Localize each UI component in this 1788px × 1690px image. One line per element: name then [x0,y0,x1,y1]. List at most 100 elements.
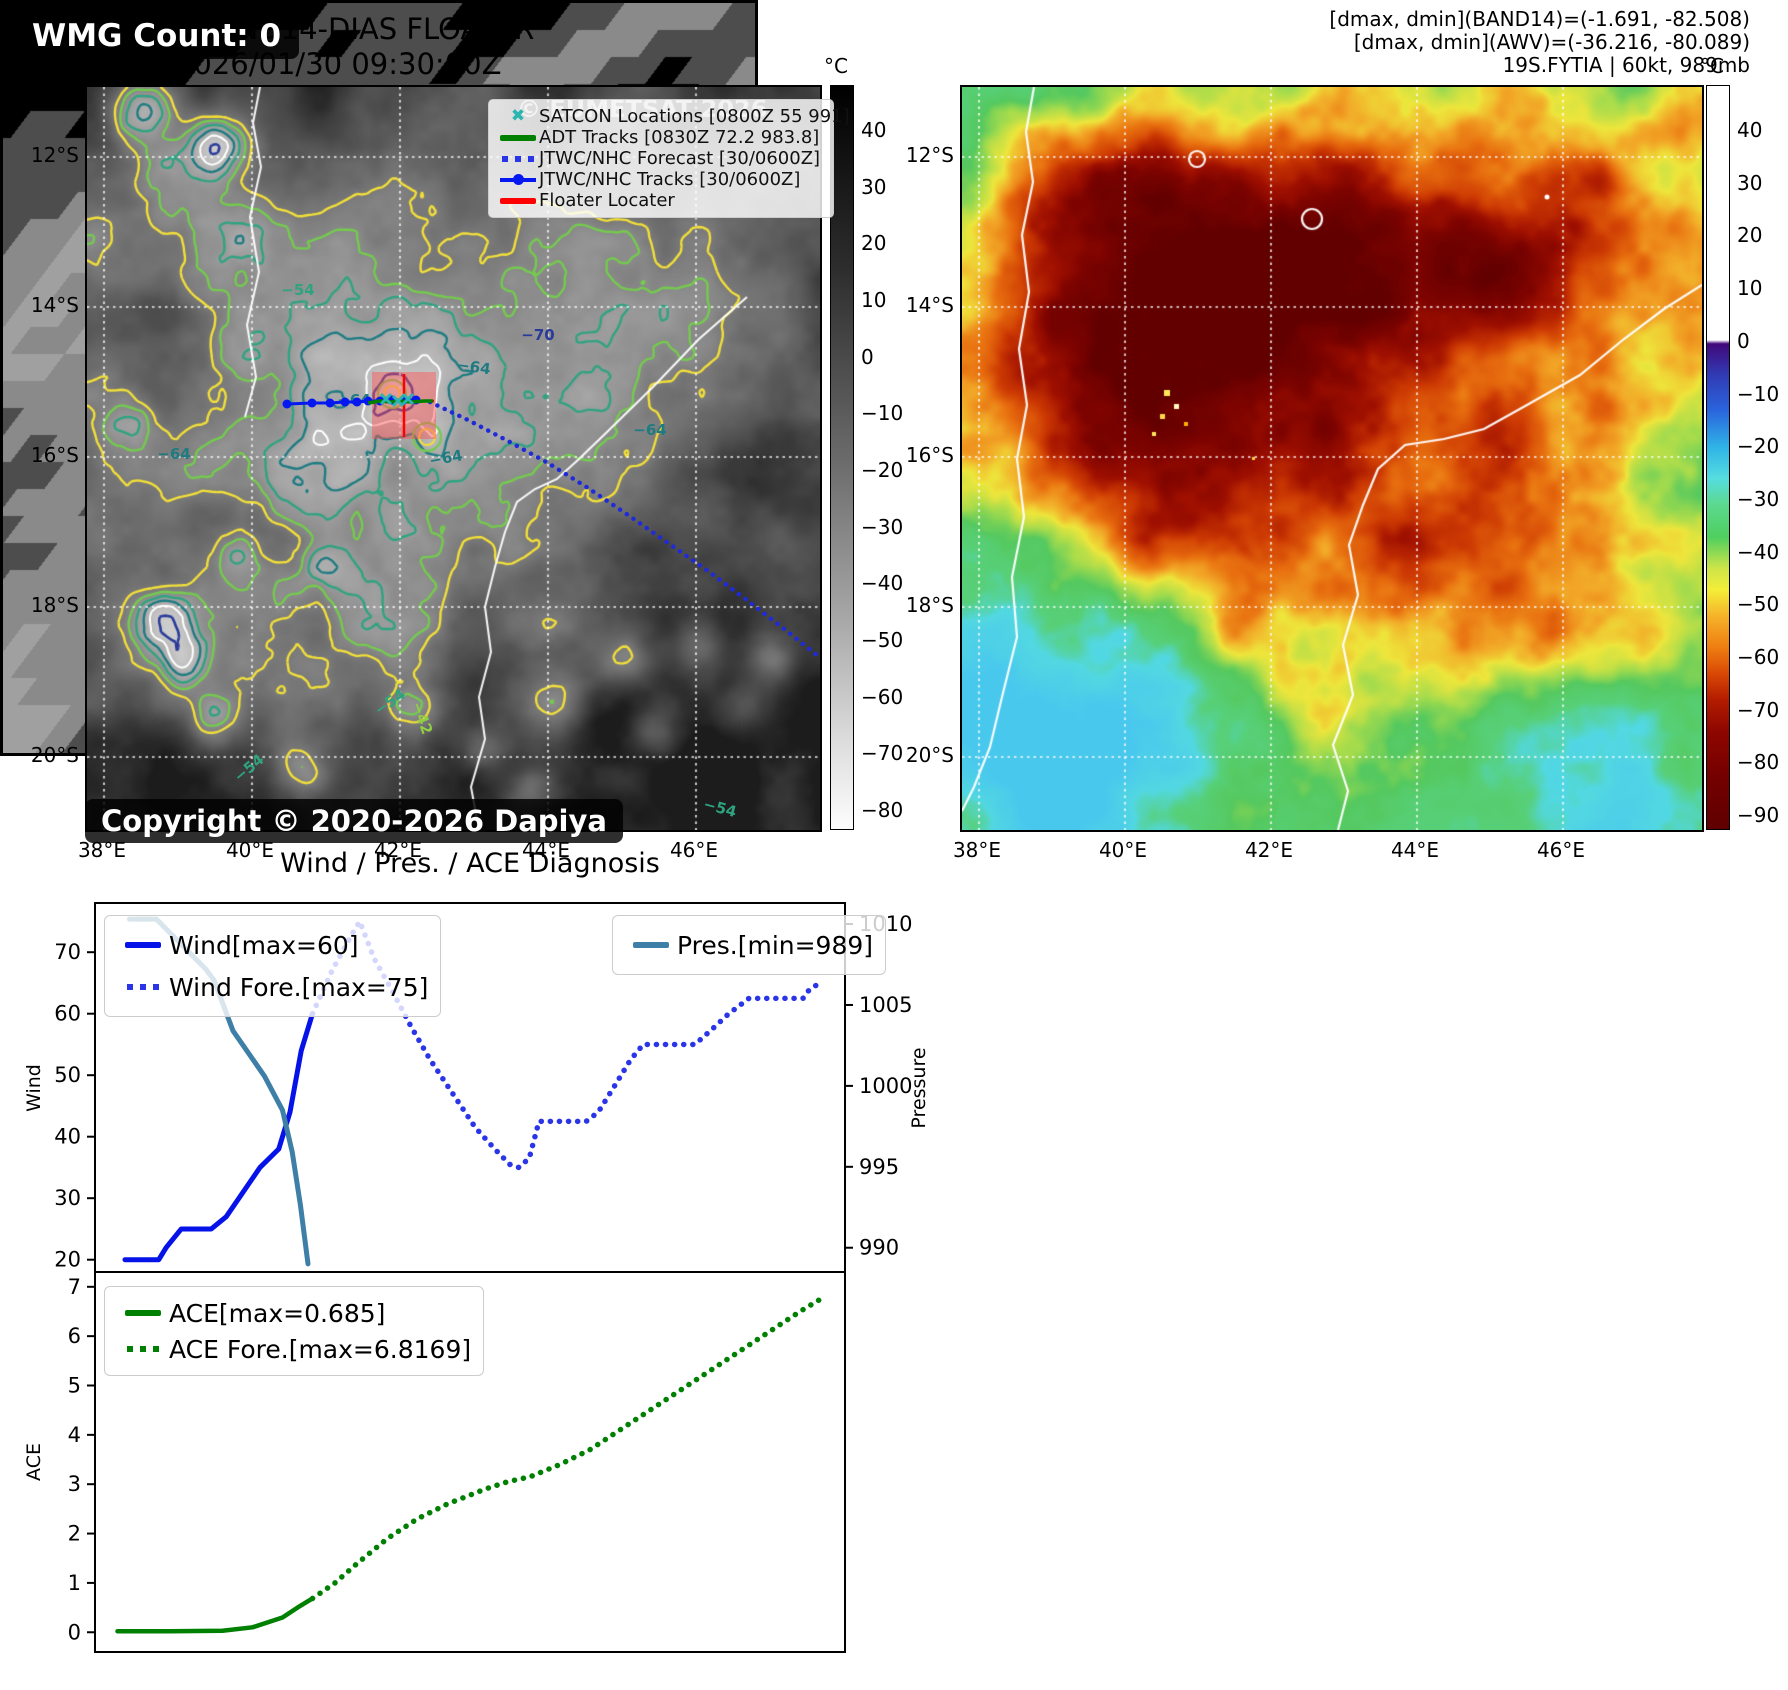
wind-chart-legend: Wind[max=60] Wind Fore.[max=75] [104,915,442,1017]
band14-colorbar-tick: −40 [861,571,904,595]
awv-colorbar-tick: −40 [1737,540,1780,564]
band14-lat-tick: 18°S [30,593,79,617]
y-tick-label: 0 [68,1620,81,1644]
band14-lon-tick: 46°E [669,838,719,862]
awv-lat-tick: 14°S [905,293,954,317]
y-tick-right-label: 1000 [859,1074,912,1098]
awv-coastline-layer [962,87,1702,830]
y-tick-label: 7 [68,1275,81,1299]
dotted-icon [117,984,169,990]
awv-lat-tick: 20°S [905,743,954,767]
band14-colorbar [830,85,854,830]
y-tick-right-label: 990 [859,1236,899,1260]
band14-colorbar-tick: −50 [861,628,904,652]
wind-axis-label: Wind [23,1064,45,1112]
ace-legend-label: ACE Fore.[max=6.8169] [169,1334,472,1364]
map-legend-label: JTWC/NHC Tracks [30/0600Z] [539,169,801,190]
awv-lat-tick: 16°S [905,443,954,467]
awv-colorbar-tick: −30 [1737,487,1780,511]
ace-axis-label: ACE [23,1443,45,1481]
y-tick-right-label: 995 [859,1155,899,1179]
copyright-badge: Copyright © 2020-2026 Dapiya [85,799,623,843]
dotted-icon [497,155,539,162]
band14-lat-tick: 20°S [30,743,79,767]
band14-colorbar-tick: 20 [861,231,887,255]
band14-legend: ✖ SATCON Locations [0800Z 55 991] ADT Trac… [488,99,850,218]
ace-legend-label: ACE[max=0.685] [169,1298,386,1328]
solid-icon [117,942,169,948]
awv-lon-tick: 40°E [1098,838,1148,862]
band14-colorbar-tick: −10 [861,401,904,425]
awv-lon-tick: 44°E [1390,838,1440,862]
info-dmax-band14: [dmax, dmin](BAND14)=(-1.691, -82.508) [1329,7,1750,31]
y-tick-label: 4 [68,1423,81,1447]
y-tick-label: 20 [54,1248,81,1272]
awv-colorbar-tick: −90 [1737,803,1780,827]
map-legend-label: SATCON Locations [0800Z 55 991] [539,106,850,127]
awv-lon-tick: 38°E [952,838,1002,862]
awv-colorbar-tick: −20 [1737,434,1780,458]
dotted-icon [117,1346,169,1352]
awv-lat-tick: 12°S [905,143,954,167]
band14-colorbar-tick: −20 [861,458,904,482]
band14-lat-tick: 14°S [30,293,79,317]
awv-colorbar-tick: 40 [1737,118,1763,142]
info-dmax-awv: [dmax, dmin](AWV)=(-36.216, -80.089) [1353,30,1750,54]
contour-label: −64 [157,445,191,463]
map-legend-label: ADT Tracks [0830Z 72.2 983.8] [539,127,820,148]
y-tick-label: 40 [54,1125,81,1149]
map-legend-label: JTWC/NHC Forecast [30/0600Z] [539,148,821,169]
pres-legend-item: Pres.[min=989] [625,924,873,966]
band14-colorbar-tick: −70 [861,741,904,765]
info-storm-id: 19S.FYTIA | 60kt, 989mb [1502,53,1750,77]
map-legend-item: ✖ SATCON Locations [0800Z 55 991] [497,106,850,127]
band14-colorbar-tick: −60 [861,685,904,709]
series-ace [115,1596,315,1634]
band14-colorbar-unit: °C [824,54,848,78]
awv-colorbar-tick: −10 [1737,382,1780,406]
awv-colorbar-tick: 20 [1737,223,1763,247]
storm-info-block: [dmax, dmin](BAND14)=(-1.691, -82.508) [… [1329,8,1750,77]
ace-legend-item: ACE Fore.[max=6.8169] [117,1331,471,1367]
chart-title: Wind / Pres. / ACE Diagnosis [280,848,660,879]
awv-colorbar-tick: 0 [1737,329,1750,353]
line-dot-icon [497,173,539,185]
map-legend-item: JTWC/NHC Tracks [30/0600Z] [497,169,825,190]
pressure-chart-legend: Pres.[min=989] [612,915,887,975]
band14-lat-tick: 12°S [30,143,79,167]
awv-colorbar-tick: −80 [1737,750,1780,774]
contour-label: −54 [281,281,315,299]
map-legend-item: ADT Tracks [0830Z 72.2 983.8] [497,127,825,148]
map-legend-item: JTWC/NHC Forecast [30/0600Z] [497,148,825,169]
ace-chart-legend: ACE[max=0.685] ACE Fore.[max=6.8169] [104,1286,485,1376]
awv-lat-tick: 18°S [905,593,954,617]
awv-colorbar-unit: °C [1700,54,1724,78]
contour-label: −70 [521,326,555,344]
awv-colorbar-tick: 10 [1737,276,1763,300]
awv-lon-tick: 42°E [1244,838,1294,862]
y-tick-right-label: 1005 [859,993,912,1017]
awv-colorbar-tick: 30 [1737,171,1763,195]
wind-legend-item: Wind[max=60] [117,924,428,966]
map-legend-item: Floater Locater [497,190,825,211]
solid-icon [497,134,539,141]
wind-legend-item: Wind Fore.[max=75] [117,966,428,1008]
y-tick-label: 70 [54,940,81,964]
ace-legend-item: ACE[max=0.685] [117,1295,471,1331]
y-tick-label: 2 [68,1522,81,1546]
contour-label: −64 [633,421,667,439]
awv-colorbar-tick: −60 [1737,645,1780,669]
wmg-count-badge: WMG Count: 0 [14,13,300,59]
solid-icon [117,1310,169,1316]
band14-colorbar-tick: 30 [861,175,887,199]
band14-colorbar-tick: 0 [861,345,874,369]
wind-legend-label: Wind[max=60] [169,930,359,960]
awv-colorbar-tick: −70 [1737,698,1780,722]
y-tick-label: 6 [68,1324,81,1348]
awv-colorbar [1706,85,1730,830]
y-tick-label: 3 [68,1472,81,1496]
x-marker-icon: ✖ [510,106,526,126]
awv-satellite-map [960,85,1704,832]
contour-label: −64 [337,391,371,409]
map-legend-label: Floater Locater [539,190,675,211]
